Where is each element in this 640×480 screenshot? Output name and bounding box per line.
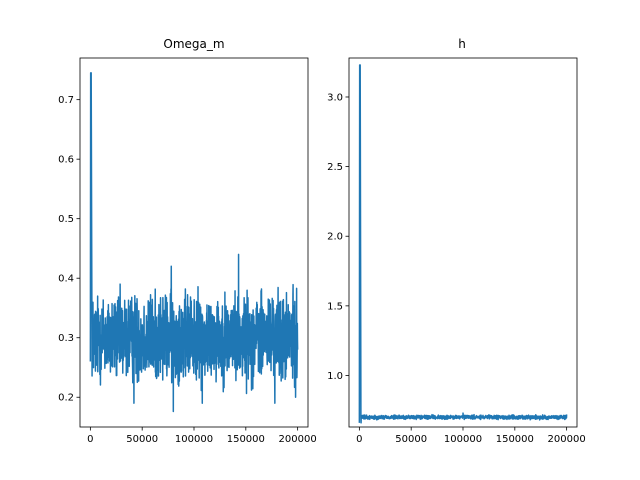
chart-omega-m: Omega_m 0 50000 100000 150000 200000 0.2 0.3 0.… — [58, 37, 317, 445]
x-tick-label: 0 — [87, 434, 93, 445]
x-tick-label: 150000 — [227, 434, 265, 445]
y-tick-label: 2.0 — [327, 232, 343, 243]
series-line-h — [358, 64, 568, 424]
x-tick-label: 150000 — [496, 434, 534, 445]
y-tick-label: 2.5 — [327, 162, 343, 173]
x-tick-label: 200000 — [548, 434, 586, 445]
y-tick-label: 1.0 — [327, 371, 343, 382]
trace-series-h — [358, 64, 568, 424]
y-tick-label: 1.5 — [327, 301, 343, 312]
x-tick-label: 100000 — [444, 434, 482, 445]
trace-series-omega-m — [89, 72, 299, 413]
y-tick-label: 0.2 — [58, 393, 74, 404]
y-tick-label: 3.0 — [327, 92, 343, 103]
y-tick-label: 0.4 — [58, 274, 74, 285]
x-tick-label: 50000 — [126, 434, 158, 445]
axis-ticks-omega-m: 0 50000 100000 150000 200000 0.2 0.3 0.4 0.5 0.6 0… — [58, 95, 317, 445]
chart-h: h 0 50000 100000 150000 200000 1.0 1.5 2.0 2.5 3.… — [327, 37, 586, 445]
x-tick-label: 0 — [356, 434, 362, 445]
axis-ticks-h: 0 50000 100000 150000 200000 1.0 1.5 2.0 2.5 3.0 — [327, 92, 586, 445]
chart-title-omega-m: Omega_m — [163, 37, 224, 51]
axes-frame-omega-m — [79, 57, 309, 428]
chart-title-h: h — [458, 37, 466, 51]
y-tick-label: 0.5 — [58, 214, 74, 225]
series-line-omega-m — [89, 72, 299, 413]
y-tick-label: 0.7 — [58, 95, 74, 106]
axes-frame-h — [348, 57, 578, 428]
y-tick-label: 0.3 — [58, 333, 74, 344]
x-tick-label: 200000 — [279, 434, 317, 445]
y-tick-label: 0.6 — [58, 155, 74, 166]
x-tick-label: 50000 — [395, 434, 427, 445]
x-tick-label: 100000 — [175, 434, 213, 445]
